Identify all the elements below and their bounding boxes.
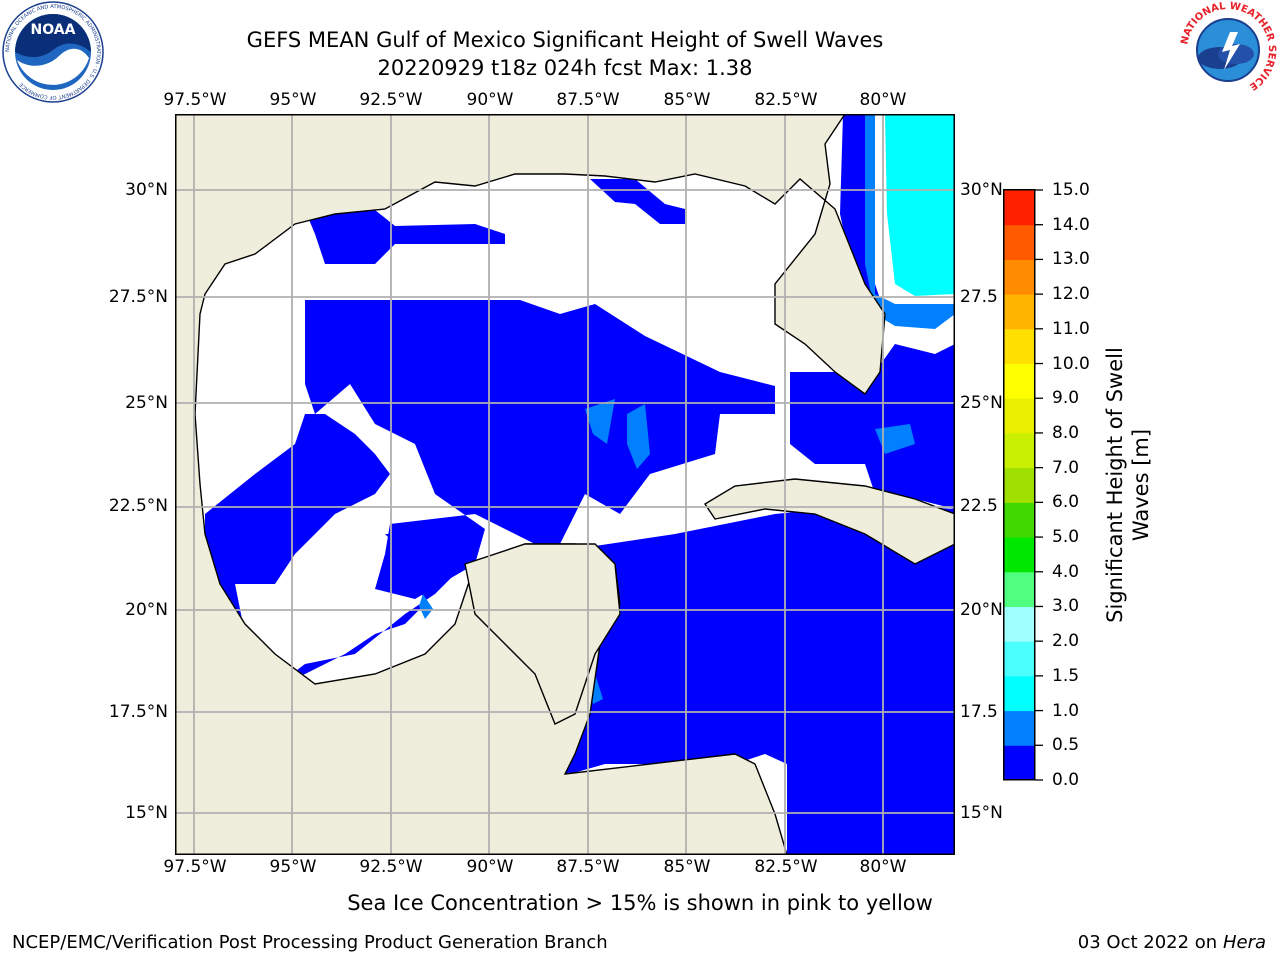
lon-label-top: 90°W: [466, 90, 514, 110]
colorbar-bin: [1004, 571, 1035, 607]
footer-date: 03 Oct 2022 on Hera: [1077, 932, 1266, 953]
lat-label-right: 17.5: [960, 702, 998, 722]
colorbar-bin: [1004, 294, 1035, 330]
colorbar-tick-label: 3.0: [1052, 596, 1080, 617]
lat-label-left: 17.5°N: [108, 702, 168, 722]
colorbar-bin: [1004, 710, 1035, 746]
lon-label-top: 95°W: [269, 90, 317, 110]
map-subtitle: 20220929 t18z 024h fcst Max: 1.38: [377, 56, 753, 80]
colorbar-bin: [1004, 467, 1035, 503]
noaa-text: NOAA: [31, 22, 76, 38]
lat-label-left: 22.5°N: [108, 496, 168, 516]
colorbar-bin: [1004, 675, 1035, 712]
lon-label-bottom: 97.5°W: [163, 857, 227, 877]
lat-label-left: 20°N: [125, 600, 168, 620]
lon-label-bottom: 87.5°W: [556, 857, 620, 877]
swell-region-northern-strip: [305, 210, 505, 264]
colorbar-tick-label: 12.0: [1052, 284, 1090, 305]
colorbar-tick-label: 15.0: [1052, 180, 1090, 200]
land-masses: [175, 114, 955, 855]
lon-label-top: 82.5°W: [754, 90, 818, 110]
gulf-of-mexico-map: [175, 114, 955, 855]
swell-patch-bahamas-0-5: [875, 424, 915, 454]
lon-label-bottom: 82.5°W: [754, 857, 818, 877]
colorbar-tick-label: 14.0: [1052, 214, 1090, 235]
colorbar-bin: [1004, 363, 1035, 399]
swell-patch-yucatan-0-5: [419, 594, 433, 619]
lon-label-bottom: 85°W: [663, 857, 711, 877]
lat-label-right: 30°N: [960, 180, 1003, 200]
swell-height-1-0-to-1-5: [885, 114, 955, 296]
colorbar-tick-label: 13.0: [1052, 249, 1090, 270]
colorbar-bin: [1004, 190, 1035, 226]
footer-host: Hera: [1222, 932, 1266, 953]
colorbar-tick-label: 11.0: [1052, 318, 1090, 339]
swell-region-central-gulf: [305, 300, 775, 599]
land-cuba: [704, 478, 955, 565]
colorbar-bin: [1004, 398, 1035, 434]
colorbar-bin: [1004, 745, 1035, 781]
lon-label-top: 80°W: [859, 90, 907, 110]
colorbar-tick-label: 6.0: [1052, 492, 1080, 513]
colorbar-bin: [1004, 641, 1035, 677]
colorbar-bin: [1004, 606, 1035, 642]
lat-label-right: 20°N: [960, 600, 1003, 620]
lon-label-bottom: 92.5°W: [359, 857, 423, 877]
colorbar: [1003, 189, 1043, 781]
nws-logo-icon: NATIONAL WEATHER SERVICE: [1179, 1, 1277, 98]
footer-branch: NCEP/EMC/Verification Post Processing Pr…: [12, 932, 608, 953]
sea-ice-note: Sea Ice Concentration > 15% is shown in …: [347, 891, 933, 915]
colorbar-tick-label: 10.0: [1052, 353, 1090, 374]
colorbar-tick-label: 4.0: [1052, 561, 1080, 582]
lat-label-right: 27.5: [960, 287, 998, 307]
colorbar-bin: [1004, 224, 1035, 260]
colorbar-tick-label: 1.0: [1052, 700, 1080, 721]
colorbar-tick-label: 8.0: [1052, 422, 1080, 443]
land-yucatan-peninsula: [464, 543, 621, 725]
swell-patch-atlantic-1-0: [885, 114, 955, 296]
lon-label-bottom: 95°W: [269, 857, 317, 877]
swell-patch-central-0-5: [585, 399, 615, 444]
lon-label-bottom: 80°W: [859, 857, 907, 877]
swell-region-west-gulf: [205, 414, 455, 684]
colorbar-bin: [1004, 328, 1035, 365]
lat-lon-grid: [175, 114, 955, 855]
map-frame: [175, 114, 955, 855]
lon-label-top: 87.5°W: [556, 90, 620, 110]
lat-label-right: 22.5: [960, 496, 998, 516]
lat-label-right: 25°N: [960, 393, 1003, 413]
lon-label-bottom: 90°W: [466, 857, 514, 877]
lon-label-top: 85°W: [663, 90, 711, 110]
lat-label-left: 30°N: [125, 180, 168, 200]
lat-label-left: 25°N: [125, 393, 168, 413]
swell-patch-central-b-0-5: [627, 404, 650, 469]
colorbar-bin: [1004, 432, 1035, 469]
colorbar-bin: [1004, 502, 1035, 538]
colorbar-tick-label: 2.0: [1052, 631, 1080, 652]
noaa-logo-icon: NATIONAL OCEANIC AND ATMOSPHERIC ADMINIS…: [2, 1, 104, 103]
colorbar-tick-label: 1.5: [1052, 665, 1080, 686]
colorbar-label: Significant Height of Swell Waves [m]: [1103, 347, 1153, 623]
swell-region-florida-straits: [790, 344, 955, 509]
colorbar-tick-label: 0.5: [1052, 735, 1080, 756]
lat-label-left: 15°N: [125, 803, 168, 823]
map-title: GEFS MEAN Gulf of Mexico Significant Hei…: [246, 28, 884, 52]
colorbar-tick-label: 7.0: [1052, 457, 1080, 478]
lat-label-right: 15°N: [960, 803, 1003, 823]
lon-label-top: 97.5°W: [163, 90, 227, 110]
colorbar-bin: [1004, 537, 1035, 573]
colorbar-tick-label: 9.0: [1052, 388, 1080, 409]
lat-label-left: 27.5°N: [108, 287, 168, 307]
colorbar-tick-label: 0.0: [1052, 770, 1080, 790]
colorbar-bin: [1004, 259, 1035, 295]
colorbar-tick-label: 5.0: [1052, 527, 1080, 548]
lon-label-top: 92.5°W: [359, 90, 423, 110]
